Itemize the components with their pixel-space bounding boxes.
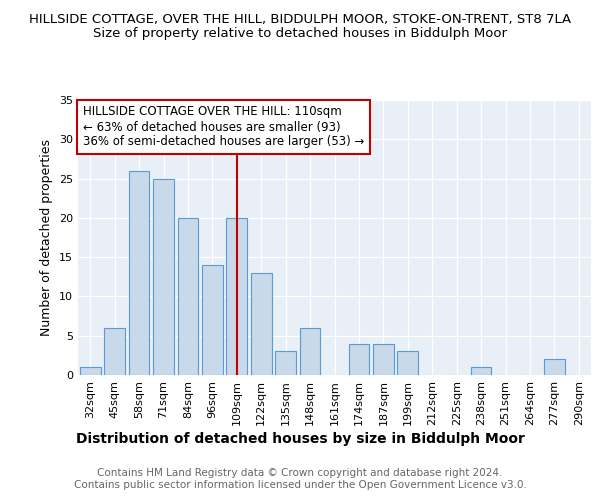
Text: HILLSIDE COTTAGE, OVER THE HILL, BIDDULPH MOOR, STOKE-ON-TRENT, ST8 7LA: HILLSIDE COTTAGE, OVER THE HILL, BIDDULP… — [29, 12, 571, 26]
Bar — [178, 218, 199, 375]
Bar — [349, 344, 370, 375]
Bar — [397, 352, 418, 375]
Bar — [104, 328, 125, 375]
Text: HILLSIDE COTTAGE OVER THE HILL: 110sqm
← 63% of detached houses are smaller (93): HILLSIDE COTTAGE OVER THE HILL: 110sqm ←… — [83, 106, 365, 148]
Bar — [470, 367, 491, 375]
Text: Distribution of detached houses by size in Biddulph Moor: Distribution of detached houses by size … — [76, 432, 524, 446]
Bar — [202, 265, 223, 375]
Bar — [153, 178, 174, 375]
Bar — [275, 352, 296, 375]
Bar — [373, 344, 394, 375]
Bar — [80, 367, 101, 375]
Y-axis label: Number of detached properties: Number of detached properties — [40, 139, 53, 336]
Text: Contains HM Land Registry data © Crown copyright and database right 2024.
Contai: Contains HM Land Registry data © Crown c… — [74, 468, 526, 490]
Bar — [128, 170, 149, 375]
Text: Size of property relative to detached houses in Biddulph Moor: Size of property relative to detached ho… — [93, 28, 507, 40]
Bar — [226, 218, 247, 375]
Bar — [251, 273, 272, 375]
Bar — [544, 360, 565, 375]
Bar — [299, 328, 320, 375]
